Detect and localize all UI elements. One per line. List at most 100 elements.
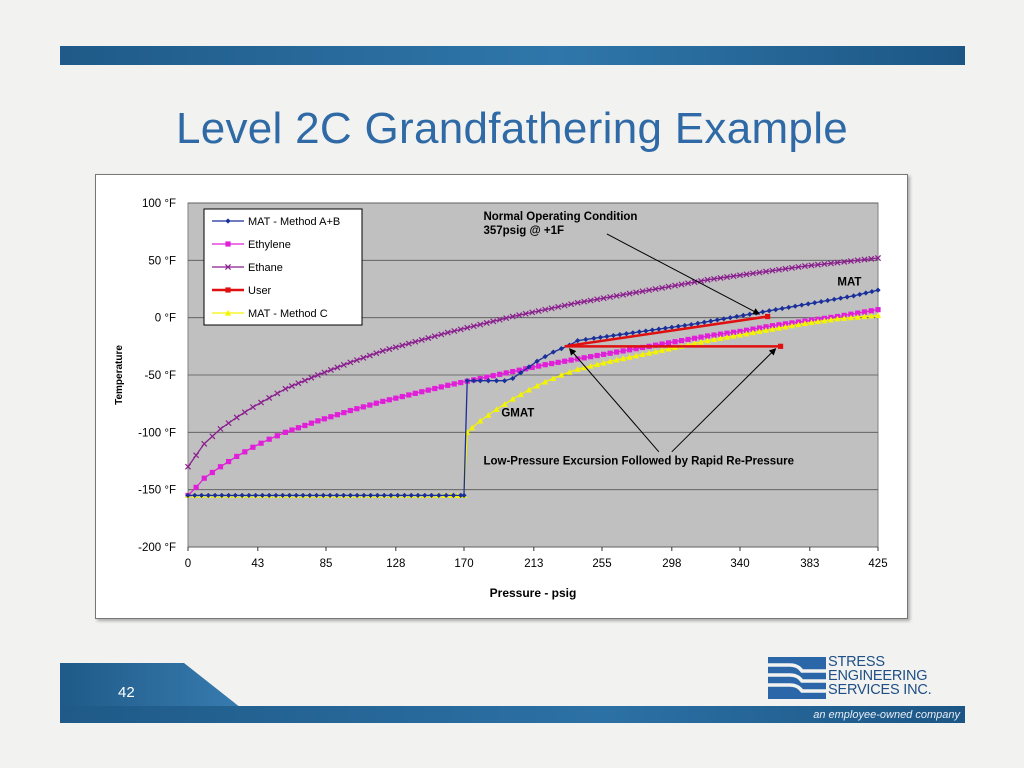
series-ethane-point [736,272,744,279]
series-ethylene-point [274,433,280,439]
series-mat-method-c-point [493,406,500,412]
series-ethylene-point [848,311,854,317]
series-ethane-point [288,382,295,390]
series-ethylene-point [568,357,574,363]
series-ethylene-point [406,392,412,398]
pressure-temperature-chart: 100 °F 50 °F 0 °F -50 °F -100 °F -150 °F -200 … [114,198,888,600]
series-ethane-point [841,258,848,265]
series-ethane-point [814,261,821,268]
series-mat-method-c-point [821,317,828,324]
y-tick-label: -150 °F [138,485,176,497]
series-mat-method-c-point [550,375,557,382]
series-ethylene-point [627,347,633,353]
series-ethane-point [555,303,562,310]
series-ethylene-point [266,436,272,442]
series-mat-method-a-b-point [518,370,524,376]
series-mat-method-c-point [566,369,573,375]
series-mat-method-a-b-point [300,492,306,498]
logo-line-2: ENGINEERING [828,668,928,684]
series-mat-method-c-point [469,424,476,431]
series-ethane-point [464,324,471,331]
series-ethane-point [821,260,828,268]
series-ethane-point [418,336,425,343]
series-mat-method-c-point [581,364,588,371]
series-ethylene-point [419,389,425,395]
series-mat-method-a-b-point [591,335,597,341]
series-ethylene-point [341,410,347,416]
series-mat-method-c-point [542,378,549,385]
series-mat-method-a-b-point [381,492,387,498]
series-mat-method-c-point [861,313,868,320]
series-mat-method-a-b-point [320,492,326,498]
series-mat-method-a-b-point [597,334,603,340]
series-mat-method-c-point [691,340,698,346]
series-ethylene-point [743,327,750,333]
series-ethane-point [386,346,393,353]
chart-frame: 100 °F 50 °F 0 °F -50 °F -100 °F -150 °F -200 … [95,174,908,619]
series-ethane-point [233,414,240,421]
series-mat-method-a-b-point [630,330,636,336]
series-ethylene-point [868,308,874,314]
series-ethylene-point [225,458,232,465]
series-mat-method-c-point [620,355,627,362]
series-mat-method-a-b-point [212,492,218,498]
annotation-arrow [569,348,660,453]
series-mat-method-c-point [782,323,789,330]
series-ethylene-point [672,339,678,345]
series-ethane-point [600,295,607,302]
series-ethylene-point [717,331,724,337]
series-ethane-point [594,296,601,303]
series-ethylene-point [607,350,613,356]
series-mat-method-c-point [717,335,724,341]
series-ethylene-point [217,464,224,470]
y-tick-label: -50 °F [145,370,176,382]
series-mat-method-c-point [808,319,815,326]
series-mat-method-a-b-point [408,492,414,498]
series-ethylene-point [425,387,431,393]
x-tick-label: 425 [868,558,887,570]
series-mat-method-a-b-point [526,364,532,370]
series-ethane-point [574,299,581,306]
series-ethylene-point [633,346,639,352]
series-ethane-point [730,273,737,280]
series-mat-method-c-point [704,337,711,344]
x-tick-label: 128 [386,558,405,570]
series-ethylene-point [594,352,600,359]
series-ethane-point [399,342,406,349]
series-ethane-point [561,302,568,309]
series-ethane-point [704,276,711,283]
logo-text: STRESS ENGINEERING SERVICES INC. [828,655,932,698]
series-mat-method-a-b-point [340,492,347,498]
series-ethane-point [788,264,795,271]
series-mat-method-a-b-point [510,375,516,382]
series-mat-method-a-b-point [617,332,623,338]
series-ethane-point [587,297,594,304]
series-mat-method-c-point [854,313,861,320]
series-ethane-point [665,283,672,290]
series-ethane-point [353,357,360,364]
series-ethylene-point [412,390,418,396]
series-mat-method-a-b-point [347,492,353,498]
series-ethylene-point [490,373,496,379]
series-ethane-point [301,377,308,384]
series-ethane-point [217,425,224,432]
series-mat-method-a-b-point [205,492,211,498]
page-number: 42 [118,684,135,701]
series-ethane-point [258,399,265,406]
series-ethylene-point [484,374,490,380]
series-mat-method-c-point [874,312,882,318]
series-mat-method-a-b-point [575,338,581,344]
series-ethane-point [769,267,776,274]
series-ethane-point [209,433,216,440]
series-mat-method-a-b-point [232,492,238,498]
series-ethane-point [607,294,614,301]
series-ethane-point [749,270,757,277]
series-ethylene-point [529,364,535,371]
legend-label-mat-method-c: MAT - Method C [248,308,328,320]
series-ethane-point [652,285,659,293]
series-mat-method-c-point [723,334,731,340]
series-ethane-point [425,335,432,342]
series-ethylene-point [315,418,321,424]
series-ethane-point [201,440,208,447]
series-ethane-point [691,279,698,286]
